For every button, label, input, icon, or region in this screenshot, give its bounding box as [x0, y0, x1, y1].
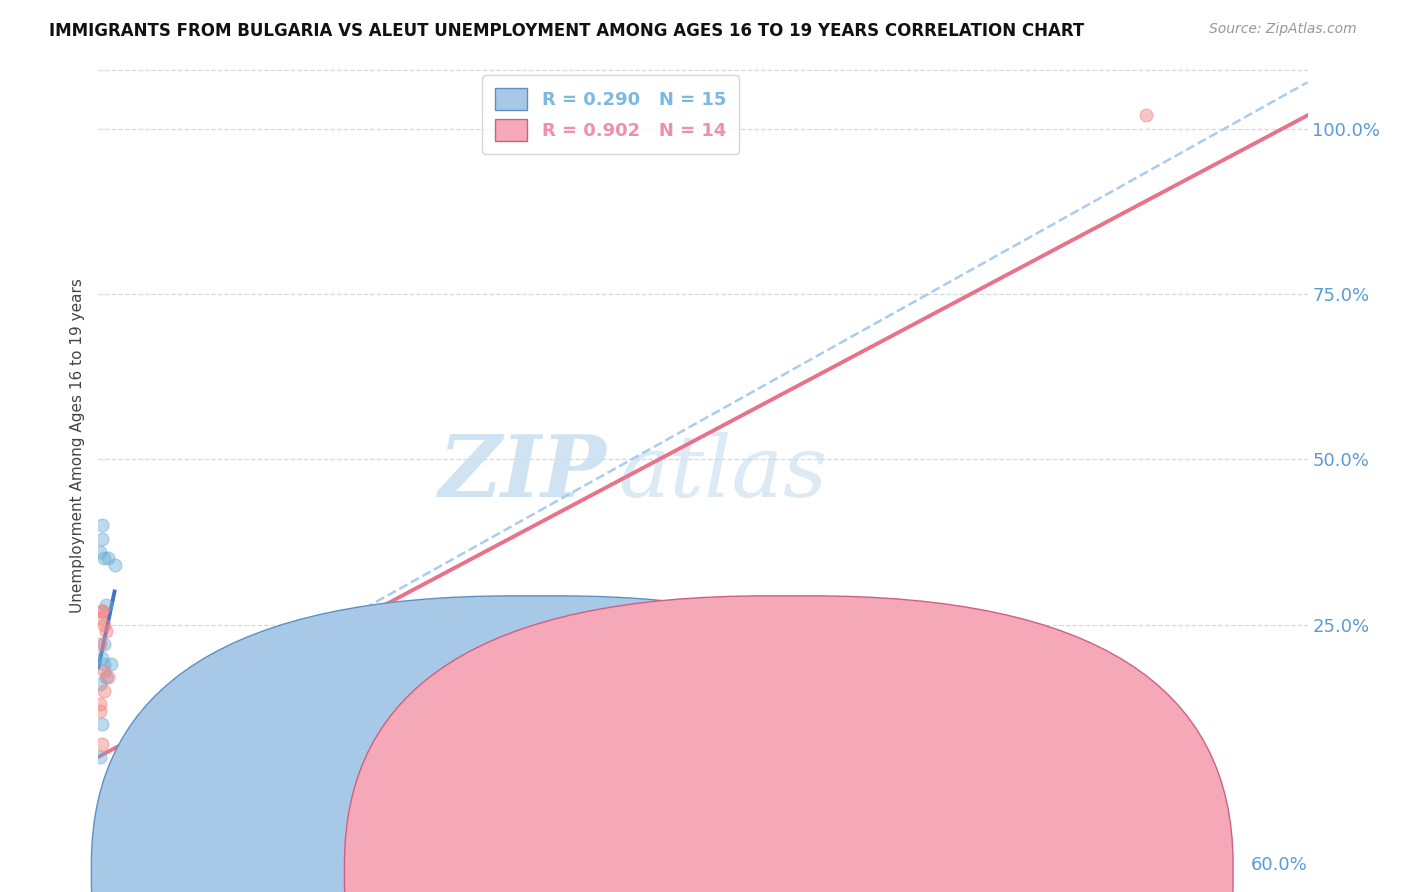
Legend: R = 0.290   N = 15, R = 0.902   N = 14: R = 0.290 N = 15, R = 0.902 N = 14 [482, 75, 740, 153]
Text: Aleuts: Aleuts [820, 863, 876, 881]
Point [91, 518, 114, 533]
Point [97, 670, 120, 684]
Point [96, 598, 118, 612]
Point [91, 604, 114, 618]
Point [96, 670, 118, 684]
Point [93, 637, 115, 651]
Point [89, 677, 111, 691]
Text: 60.0%: 60.0% [1251, 856, 1308, 874]
Point [349, 637, 371, 651]
Point [89, 704, 111, 718]
Point [89, 697, 111, 711]
Point [89, 637, 111, 651]
Text: atlas: atlas [619, 432, 828, 514]
Text: Immigrants from Bulgaria: Immigrants from Bulgaria [567, 863, 799, 881]
Point [1135, 108, 1157, 122]
Point [91, 532, 114, 546]
Point [91, 737, 114, 751]
Point [93, 664, 115, 678]
Point [91, 716, 114, 731]
Text: ZIP: ZIP [439, 431, 606, 515]
Point [97, 551, 120, 566]
Point [89, 749, 111, 764]
Point [91, 604, 114, 618]
Text: Source: ZipAtlas.com: Source: ZipAtlas.com [1209, 22, 1357, 37]
Point [91, 650, 114, 665]
Point [89, 545, 111, 559]
Point [96, 624, 118, 639]
Point [93, 683, 115, 698]
Point [103, 558, 125, 572]
Text: 0.0%: 0.0% [98, 856, 143, 874]
Y-axis label: Unemployment Among Ages 16 to 19 years: Unemployment Among Ages 16 to 19 years [69, 278, 84, 614]
Point [93, 617, 115, 632]
Point [89, 611, 111, 625]
Text: IMMIGRANTS FROM BULGARIA VS ALEUT UNEMPLOYMENT AMONG AGES 16 TO 19 YEARS CORRELA: IMMIGRANTS FROM BULGARIA VS ALEUT UNEMPL… [49, 22, 1084, 40]
Point [93, 657, 115, 672]
Point [93, 551, 115, 566]
Point [100, 657, 122, 672]
